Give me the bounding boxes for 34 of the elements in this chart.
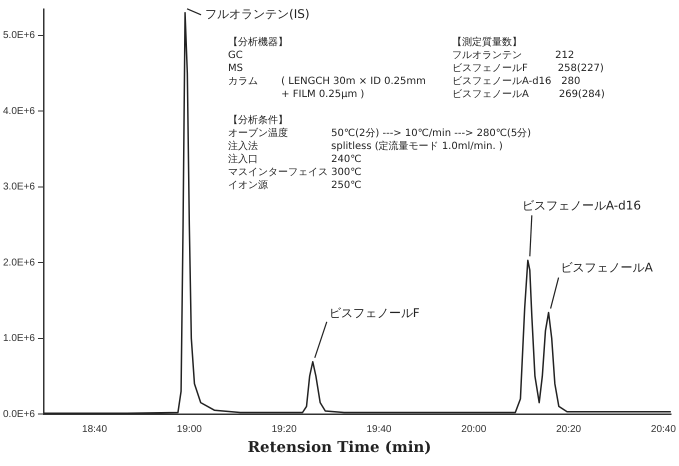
y-tick-label: 3.0E+6 [2, 182, 36, 193]
annotation: フルオランテン 212 [452, 50, 574, 61]
annotation: ビスフェノールA-d16 280 [452, 76, 580, 87]
annotation: + FILM 0.25μm ) [281, 89, 364, 100]
annotation: オーブン温度 50℃(2分) ---> 10℃/min ---> 280℃(5分) [228, 128, 532, 139]
annotation: ビスフェノールA 269(284) [452, 89, 605, 100]
annotation: 【分析条件】 [228, 115, 288, 126]
annotation: マスインターフェイス 300℃ [228, 167, 362, 178]
annotation: カラム ( LENGCH 30m × ID 0.25mm [228, 76, 426, 87]
x-tick-label: 19:20 [272, 424, 298, 435]
y-tick-label: 5.0E+6 [2, 30, 36, 42]
annotation: ビスフェノールA [560, 260, 654, 275]
annotation: 注入法 splitless (定流量モード 1.0ml/min. ) [228, 141, 503, 152]
x-tick-label: 18:40 [82, 424, 108, 435]
annotation: ビスフェノールF [328, 306, 420, 320]
annotation: GC [228, 50, 243, 61]
x-tick-label: 20:20 [556, 424, 582, 435]
y-tick-label: 2.0E+6 [2, 257, 36, 268]
x-tick-label: 19:00 [176, 424, 202, 435]
annotation: 【測定質量数】 [452, 37, 522, 48]
x-axis-title: Retension Time (min) [246, 438, 432, 456]
annotation: 【分析機器】 [228, 37, 288, 48]
y-tick-label: 1.0E+6 [2, 333, 36, 344]
y-tick-label: 0.0E+6 [2, 408, 36, 420]
y-tick-label: 4.0E+6 [2, 106, 36, 117]
annotation: MS [228, 63, 243, 74]
x-tick-label: 20:40 [650, 424, 676, 435]
x-tick-label: 20:00 [461, 424, 487, 435]
annotation: イオン源 250℃ [228, 180, 362, 191]
annotation: ビスフェノールA-d16 [522, 198, 641, 212]
annotation: 注入口 240℃ [228, 154, 362, 165]
x-tick-label: 19:40 [366, 424, 392, 435]
annotation: ビスフェノールF 258(227) [452, 63, 604, 74]
annotation: フルオランテン(IS) [205, 6, 310, 21]
